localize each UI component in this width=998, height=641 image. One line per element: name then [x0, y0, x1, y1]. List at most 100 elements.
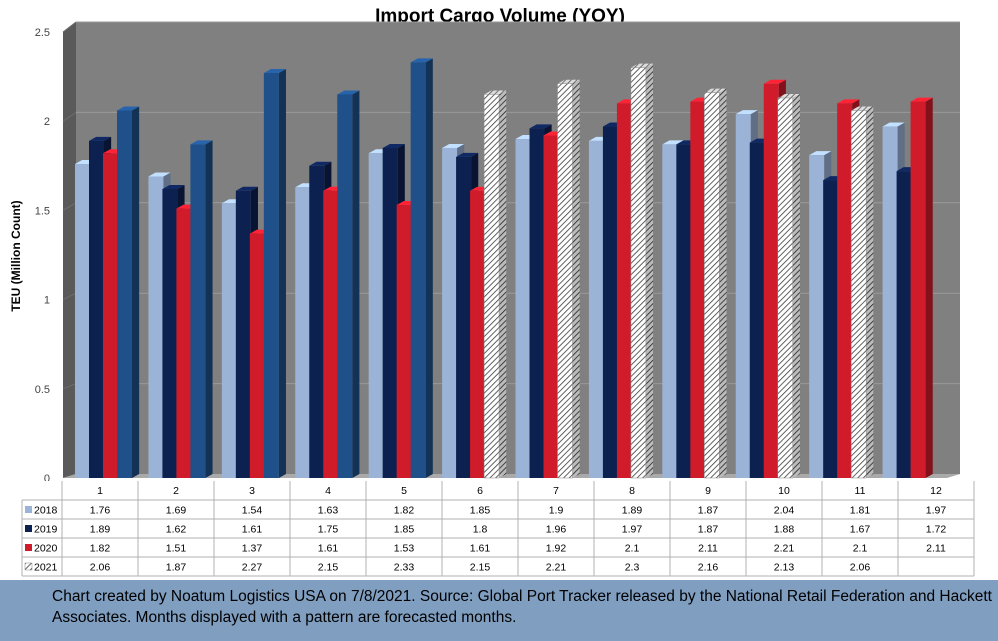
bar-2021-2 — [190, 140, 213, 478]
bar-front — [616, 103, 632, 479]
legend-key-2019 — [25, 525, 32, 532]
x-tick-label: 3 — [249, 485, 255, 497]
bar-front — [148, 176, 164, 478]
x-tick-label: 7 — [553, 485, 559, 497]
bar-front — [323, 190, 339, 478]
x-tick-label: 1 — [97, 485, 103, 497]
data-label: 1.89 — [90, 524, 111, 536]
bar-side — [352, 90, 360, 478]
data-label: 1.87 — [166, 562, 187, 574]
x-tick-label: 2 — [173, 485, 179, 497]
data-label: 1.62 — [166, 524, 187, 536]
bar-front — [735, 114, 751, 479]
chart: Import Cargo Volume (YOY) TEU (Million C… — [9, 6, 975, 577]
data-label: 2.1 — [853, 543, 868, 555]
data-label: 1.69 — [166, 505, 187, 517]
bar-front — [483, 94, 500, 479]
data-label: 1.61 — [318, 543, 339, 555]
data-label: 1.96 — [546, 524, 567, 536]
bar-side — [132, 106, 140, 478]
gridline-side — [62, 383, 77, 390]
bar-front — [602, 126, 618, 478]
data-label: 2.15 — [318, 562, 339, 574]
bar-side — [925, 97, 933, 479]
y-tick-label: 1.5 — [35, 205, 50, 217]
bar-2021-7 — [557, 79, 580, 479]
gridline-side — [62, 202, 77, 211]
data-label: 1.51 — [166, 543, 187, 555]
bar-front — [704, 92, 720, 479]
bar-top — [190, 140, 213, 145]
x-tick-label: 10 — [778, 485, 790, 497]
data-label: 1.92 — [546, 543, 567, 555]
legend-key-2021 — [24, 562, 33, 571]
bar-top — [763, 79, 786, 84]
bar-front — [662, 144, 678, 478]
bar-front — [176, 208, 192, 478]
y-tick-label: 0 — [44, 473, 50, 485]
bar-front — [442, 147, 458, 478]
bar-front — [117, 110, 132, 478]
data-label: 2.11 — [926, 543, 946, 555]
bar-top — [777, 94, 800, 99]
bar-front — [75, 164, 90, 479]
bar-front — [557, 83, 573, 479]
bar-2021-1 — [117, 106, 140, 478]
bar-2021-6 — [483, 90, 507, 479]
data-label: 1.87 — [698, 524, 719, 536]
data-label: 2.04 — [774, 505, 795, 517]
bar-front — [221, 203, 237, 478]
bar-top — [529, 124, 552, 129]
y-tick-label: 2.5 — [35, 27, 50, 39]
y-tick-label: 2 — [44, 116, 50, 128]
data-label: 2.11 — [698, 543, 718, 555]
bar-top — [117, 106, 140, 111]
bar-top — [337, 90, 360, 95]
legend-label: 2021 — [34, 562, 58, 574]
bar-front — [676, 144, 692, 478]
data-label: 1.76 — [90, 505, 111, 517]
bar-side — [278, 69, 286, 479]
data-label: 1.37 — [242, 543, 263, 555]
bar-top — [162, 184, 185, 189]
data-label: 1.89 — [622, 505, 643, 517]
bar-2021-10 — [777, 94, 800, 479]
bar-side — [645, 63, 654, 479]
bar-front — [190, 144, 206, 478]
data-label: 1.87 — [698, 505, 719, 517]
bar-top — [735, 110, 758, 115]
bar-front — [543, 135, 559, 479]
data-label: 2.27 — [242, 562, 263, 574]
bar-front — [337, 94, 353, 478]
bar-front — [529, 128, 545, 478]
data-label: 1.54 — [242, 505, 263, 517]
data-label: 1.82 — [90, 543, 111, 555]
data-label: 1.8 — [473, 524, 488, 536]
bar-front — [456, 156, 472, 478]
bar-2021-9 — [704, 88, 727, 479]
y-tick-label: 1 — [44, 295, 50, 307]
bar-top — [837, 99, 860, 104]
data-label: 1.88 — [774, 524, 795, 536]
footer-caption: Chart created by Noatum Logistics USA on… — [52, 588, 992, 626]
bar-front — [850, 110, 867, 479]
bar-2021-8 — [630, 63, 654, 479]
data-label: 1.61 — [470, 543, 491, 555]
legend-label: 2019 — [34, 524, 58, 536]
bar-top — [382, 143, 405, 148]
bar-front — [837, 103, 853, 479]
bar-side — [425, 58, 433, 478]
data-label: 1.85 — [470, 505, 491, 517]
bar-top — [148, 172, 171, 177]
bar-side — [719, 88, 727, 478]
data-label: 2.21 — [774, 543, 795, 555]
data-label: 1.82 — [394, 505, 415, 517]
data-label: 1.63 — [318, 505, 339, 517]
bar-side — [205, 140, 213, 478]
data-label: 2.1 — [625, 543, 640, 555]
x-tick-label: 5 — [401, 485, 407, 497]
bar-top — [410, 58, 433, 63]
bar-front — [690, 101, 706, 479]
data-label: 2.15 — [470, 562, 491, 574]
bar-front — [368, 153, 384, 478]
